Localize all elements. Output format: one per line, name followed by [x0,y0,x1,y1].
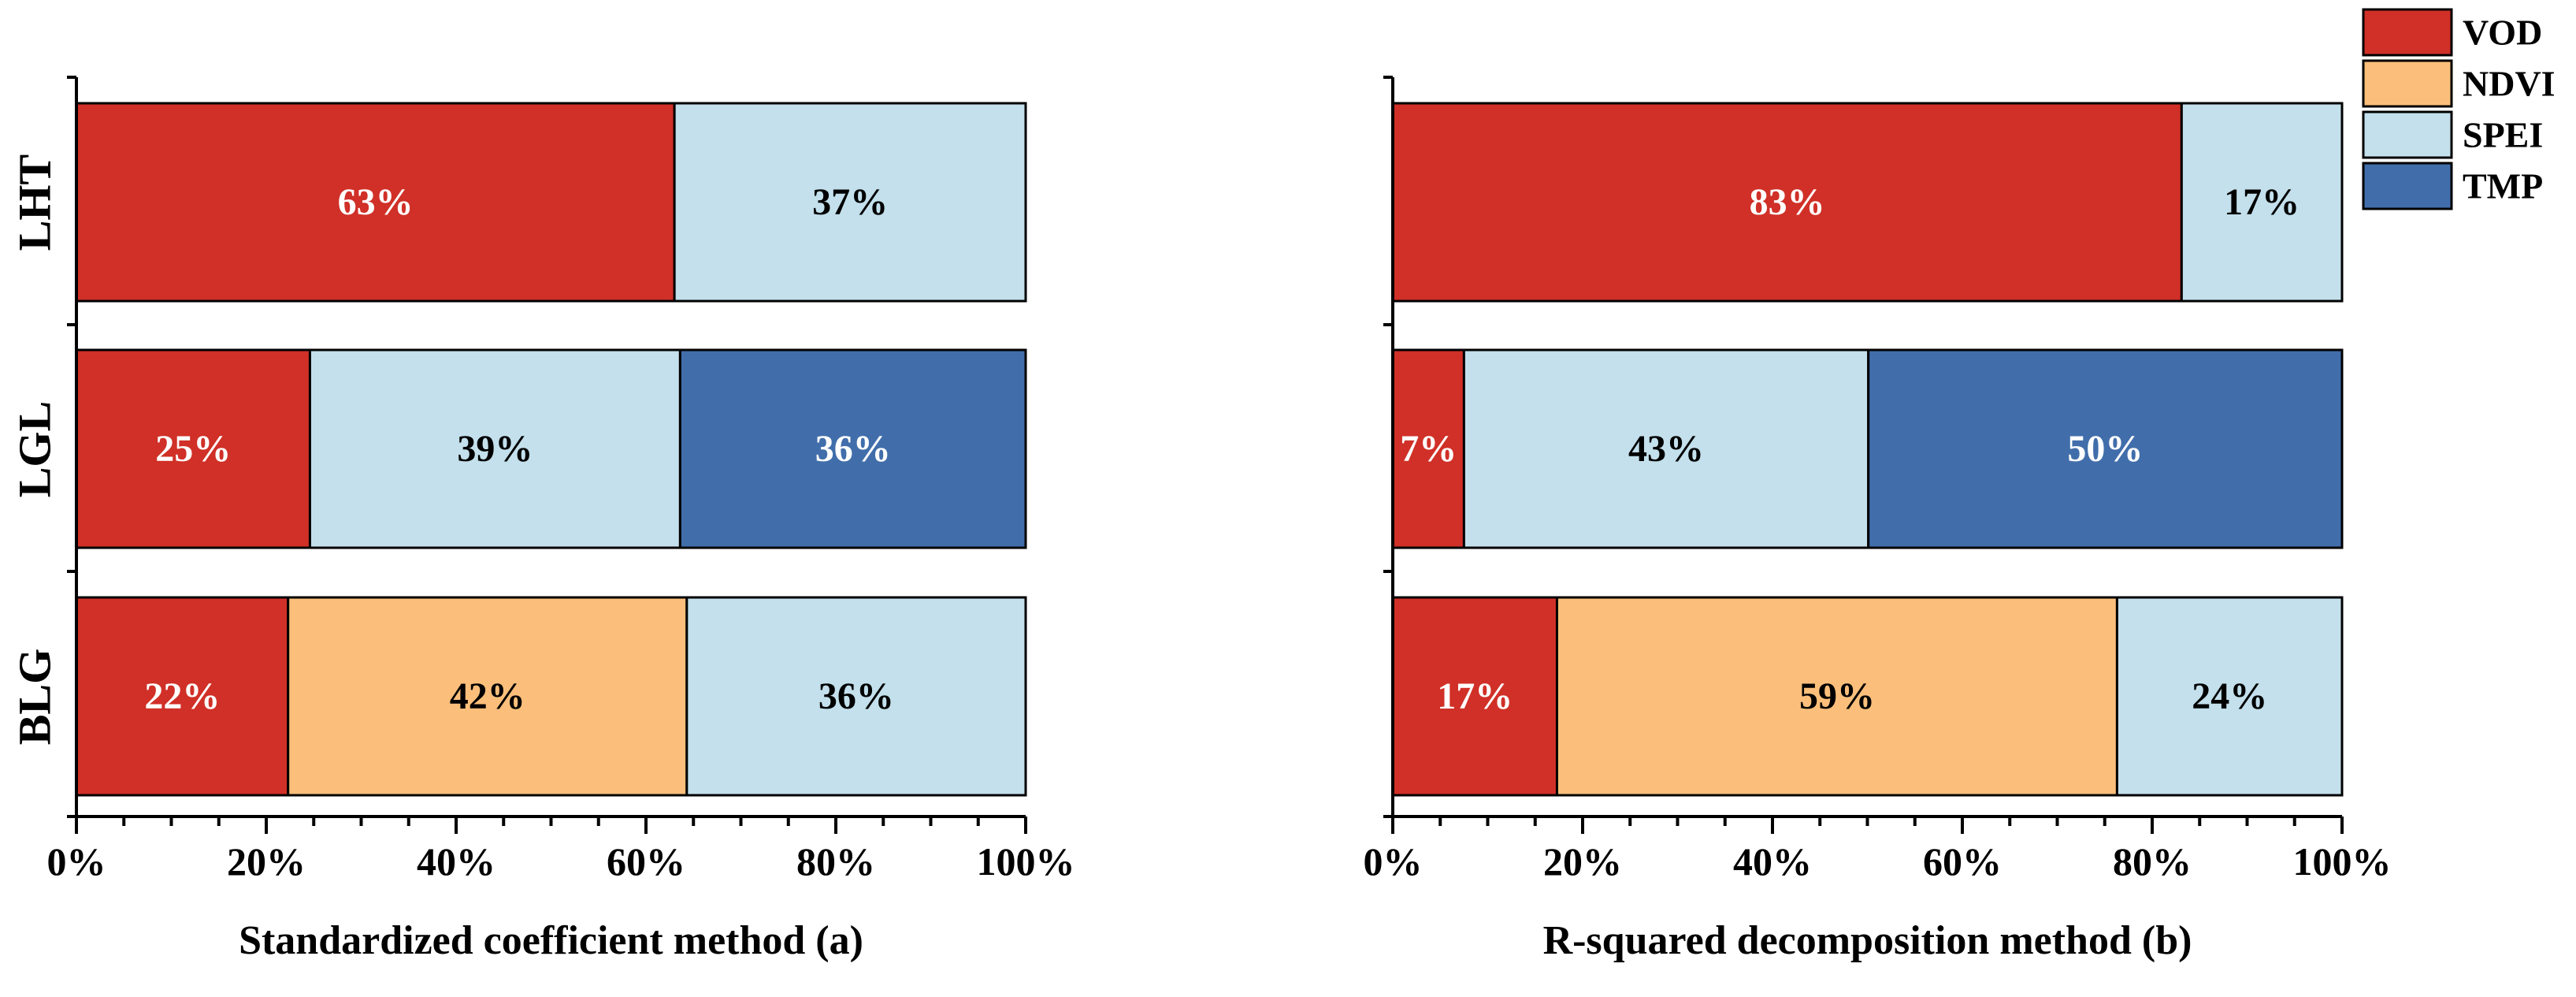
x-tick-label-20: 20% [227,839,306,884]
legend-label-tmp: TMP [2463,166,2543,206]
legend-swatch-ndvi [2362,59,2453,108]
x-tick-label-40: 40% [1733,839,1812,884]
bar-blg-spei [685,596,1027,797]
x-tick-label-60: 60% [1923,839,2002,884]
x-axis-title: R-squared decomposition method (b) [1543,918,2192,963]
x-tick-label-0: 0% [47,839,106,884]
bar-label-blg-ndvi: 59% [1799,675,1875,717]
bar-label-lgl-spei: 39% [457,428,533,470]
legend-swatch-vod [2362,8,2453,57]
x-tick-label-100: 100% [2293,839,2392,884]
x-tick-label-60: 60% [607,839,685,884]
x-tick-label-80: 80% [796,839,875,884]
x-tick-label-40: 40% [417,839,496,884]
bar-label-blg-spei: 36% [818,675,894,717]
legend: VOD NDVI SPEI TMP [2362,8,2556,210]
bar-label-blg-vod: 22% [144,675,220,717]
x-tick-label-20: 20% [1543,839,1622,884]
bar-lgl-spei [1462,348,1870,549]
legend-swatch-tmp [2362,162,2453,210]
x-tick-label-80: 80% [2113,839,2192,884]
bar-label-lgl-tmp: 50% [2067,428,2143,470]
category-label-blg: BLG [9,649,61,746]
bar-lgl-tmp [678,348,1027,549]
bar-label-lht-spei: 17% [2224,181,2299,223]
chart-panel-a: 63% 37% LHT 25% 39% 36% LGL 22% 42% 36% BLG 0% 20% 40… [9,76,1075,963]
category-label-lht: LHT [9,154,61,251]
bar-label-blg-spei: 24% [2192,675,2267,717]
bar-blg-ndvi [287,596,689,797]
bar-lgl-vod [75,348,311,549]
legend-label-vod: VOD [2463,13,2542,53]
bar-blg-spei [2115,596,2344,797]
bar-blg-vod [1391,596,1558,797]
bar-label-blg-ndvi: 42% [450,675,525,717]
bar-label-blg-vod: 17% [1437,675,1513,717]
legend-label-ndvi: NDVI [2463,64,2556,104]
bar-label-lht-vod: 83% [1750,181,1825,223]
x-tick-label-100: 100% [977,839,1075,884]
bar-lht-vod [1391,102,2183,303]
legend-label-spei: SPEI [2463,115,2543,155]
bar-lht-vod [75,102,676,303]
bar-lgl-spei [308,348,681,549]
bar-lht-spei [2180,102,2344,303]
category-label-lgl: LGL [9,401,61,498]
x-axis-title: Standardized coefficient method (a) [239,918,863,963]
bar-label-lgl-spei: 43% [1628,428,1704,470]
bar-label-lht-spei: 37% [812,181,888,223]
bar-label-lgl-vod: 7% [1400,428,1457,470]
x-tick-label-0: 0% [1364,839,1423,884]
bar-blg-vod [75,596,290,797]
category-label-lht: LHT [9,154,61,251]
category-label-lgl: LGL [9,401,61,498]
category-label-blg: BLG [9,649,61,746]
bar-label-lgl-vod: 25% [155,428,231,470]
bar-label-lgl-tmp: 36% [815,428,891,470]
chart-panel-b: 83% 17% LHT 7% 43% 50% LGL 17% 59% 24% BLG 0% 20% 40%… [9,76,2392,963]
bar-lht-spei [673,102,1027,303]
legend-swatch-spei [2362,110,2453,159]
bar-label-lht-vod: 63% [338,181,414,223]
bar-blg-ndvi [1555,596,2118,797]
bar-lgl-tmp [1867,348,2344,549]
